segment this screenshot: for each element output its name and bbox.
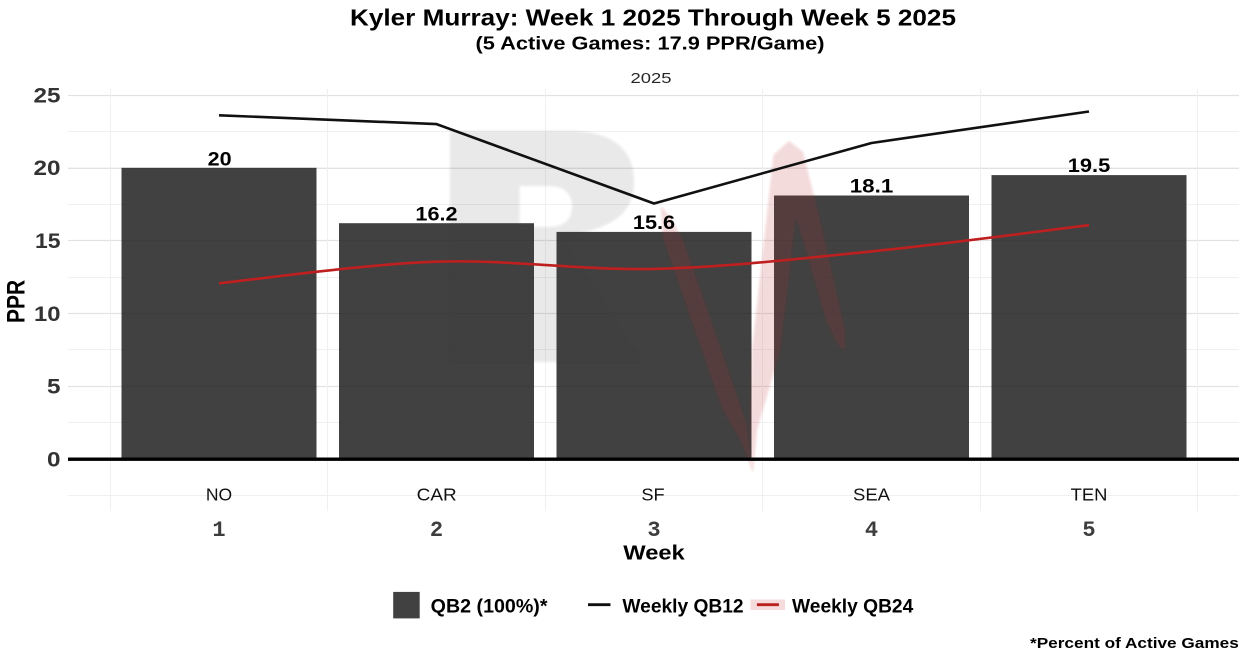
svg-text:10: 10	[34, 303, 61, 326]
svg-text:18.1: 18.1	[850, 176, 894, 198]
svg-text:1: 1	[212, 518, 225, 543]
svg-text:NO: NO	[206, 485, 232, 505]
svg-text:15.6: 15.6	[633, 212, 675, 234]
svg-text:25: 25	[34, 84, 61, 107]
svg-text:19.5: 19.5	[1068, 155, 1111, 177]
svg-text:3: 3	[647, 518, 660, 543]
svg-text:2: 2	[430, 518, 443, 543]
svg-text:SF: SF	[641, 485, 664, 505]
svg-text:SEA: SEA	[853, 485, 890, 505]
svg-text:20: 20	[34, 157, 61, 180]
svg-text:*Percent of Active Games: *Percent of Active Games	[1030, 635, 1239, 652]
svg-text:15: 15	[35, 230, 61, 253]
svg-text:Week: Week	[623, 543, 686, 565]
svg-text:Kyler Murray: Week 1 2025 Thro: Kyler Murray: Week 1 2025 Through Week 5…	[350, 5, 956, 31]
svg-text:0: 0	[47, 449, 61, 472]
svg-text:(5 Active Games: 17.9 PPR/Game: (5 Active Games: 17.9 PPR/Game)	[476, 33, 825, 54]
svg-text:QB2 (100%)*: QB2 (100%)*	[431, 596, 548, 618]
svg-text:TEN: TEN	[1071, 485, 1108, 505]
svg-text:4: 4	[865, 518, 878, 543]
svg-text:Weekly QB24: Weekly QB24	[792, 596, 913, 618]
svg-text:20: 20	[208, 148, 232, 170]
svg-text:Weekly QB12: Weekly QB12	[622, 596, 743, 618]
svg-text:5: 5	[1082, 518, 1095, 543]
svg-text:CAR: CAR	[417, 485, 457, 505]
svg-text:5: 5	[47, 376, 61, 399]
svg-text:2025: 2025	[631, 71, 672, 87]
svg-text:16.2: 16.2	[415, 203, 457, 225]
svg-text:PPR: PPR	[2, 280, 30, 323]
